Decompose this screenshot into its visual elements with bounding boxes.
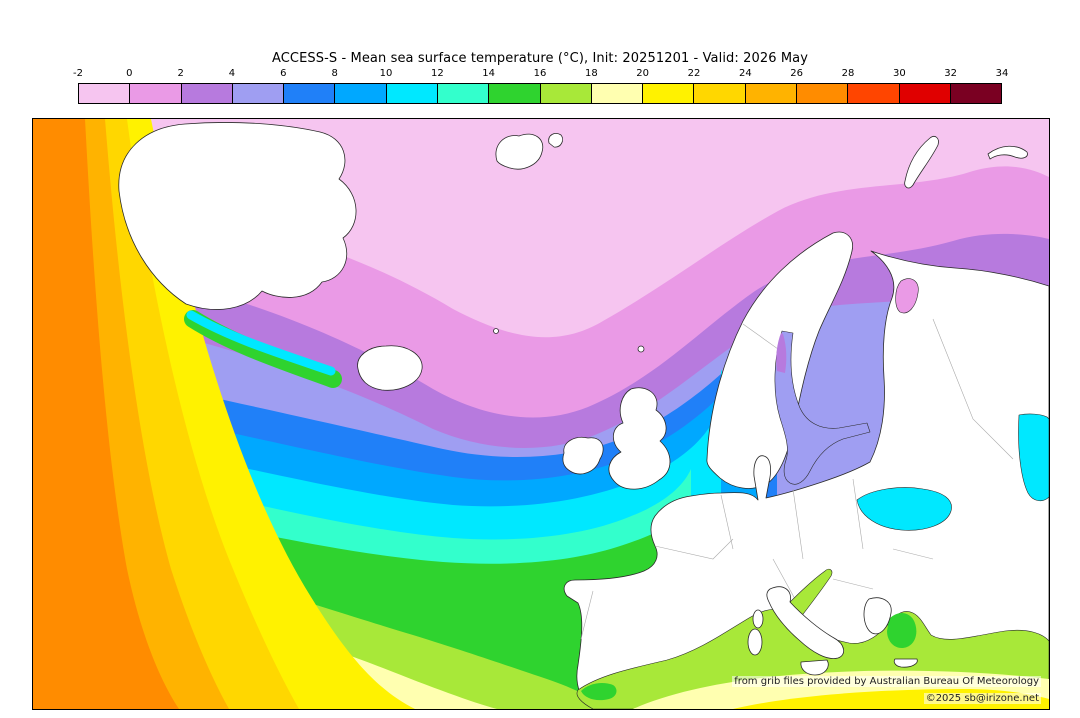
colorbar-tick: 22 <box>687 68 701 79</box>
aegean-cool-patch <box>887 613 917 649</box>
colorbar-segment <box>232 84 285 103</box>
colorbar-segment <box>130 84 182 103</box>
colorbar-segment <box>284 84 336 103</box>
land-iceland <box>357 345 423 391</box>
land-svalbard <box>495 133 544 170</box>
land-greenland <box>118 122 357 310</box>
land-arctic-isle <box>987 145 1028 160</box>
colorbar-segment <box>386 84 438 103</box>
colorbar-tick: 0 <box>126 68 133 79</box>
colorbar-tick: 8 <box>331 68 338 79</box>
band-orange <box>33 119 179 709</box>
colorbar-segment <box>335 84 387 103</box>
land-sardinia <box>747 628 763 656</box>
sst-map <box>33 119 1049 709</box>
colorbar-tick: 26 <box>790 68 804 79</box>
colorbar-segment <box>489 84 541 103</box>
colorbar-segment <box>643 84 695 103</box>
colorbar-segment <box>796 84 849 103</box>
land-ireland <box>562 436 604 475</box>
alboran-cool-patch <box>581 683 617 701</box>
colorbar-segment <box>848 84 900 103</box>
mediterranean-lands <box>747 586 918 676</box>
colorbar-tick: 2 <box>177 68 184 79</box>
colorbar-bar <box>78 83 1002 104</box>
attribution-copyright: ©2025 sb@irizone.net <box>923 693 1041 704</box>
colorbar-tick: 32 <box>944 68 958 79</box>
land-italy <box>766 586 844 659</box>
colorbar: -2 0 2 4 6 8 10 12 14 16 18 20 22 24 26 28 30 32 34 <box>73 68 1008 104</box>
land-svalbard-isle <box>548 133 563 148</box>
colorbar-segment <box>950 84 1002 103</box>
land-greece <box>863 597 892 635</box>
greenland-cold-tongue-cyan <box>186 310 336 376</box>
colorbar-tick: 4 <box>228 68 236 79</box>
attribution-source: from grib files provided by Australian B… <box>732 676 1041 687</box>
colorbar-tick: 30 <box>892 68 906 79</box>
colorbar-segment <box>899 84 951 103</box>
colorbar-segment <box>745 84 797 103</box>
colorbar-tick: 24 <box>738 68 752 79</box>
land-shetland <box>637 345 645 353</box>
colorbar-segment <box>694 84 746 103</box>
colorbar-tick: 16 <box>533 68 547 79</box>
land-corsica <box>752 609 764 629</box>
chart-title: ACCESS-S - Mean sea surface temperature … <box>271 51 808 66</box>
gulf-of-bothnia-cold-patch <box>776 333 787 373</box>
colorbar-segment <box>591 84 644 103</box>
map-area: from grib files provided by Australian B… <box>32 118 1050 710</box>
colorbar-tick: 12 <box>430 68 444 79</box>
land-sicily <box>800 659 829 676</box>
colorbar-tick: 6 <box>280 68 287 79</box>
land-great-britain <box>608 387 671 490</box>
white-sea <box>895 278 919 314</box>
colorbar-tick: 14 <box>482 68 496 79</box>
colorbar-tick-labels: -2 0 2 4 6 8 10 12 14 16 18 20 22 24 26 28 30 32 34 <box>73 68 1008 81</box>
colorbar-segment <box>437 84 490 103</box>
colorbar-tick: 28 <box>841 68 855 79</box>
colorbar-segment <box>540 84 592 103</box>
colorbar-tick: 18 <box>584 68 598 79</box>
land-europe-mainland <box>563 250 1049 709</box>
land-novaya-zemlya <box>904 136 939 189</box>
colorbar-tick: -2 <box>73 68 83 79</box>
caspian-sea <box>1018 413 1049 502</box>
land-crete <box>893 658 918 668</box>
colorbar-tick: 20 <box>636 68 650 79</box>
colorbar-tick: 34 <box>995 68 1009 79</box>
colorbar-segment <box>79 84 131 103</box>
land-faroe <box>493 328 499 334</box>
land-masses <box>118 122 1049 709</box>
baltic-sea <box>774 330 871 485</box>
colorbar-tick: 10 <box>379 68 393 79</box>
colorbar-segment <box>181 84 233 103</box>
black-sea <box>856 487 952 531</box>
